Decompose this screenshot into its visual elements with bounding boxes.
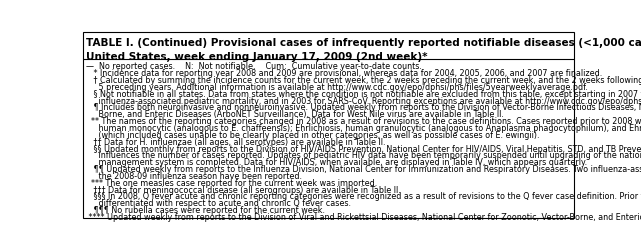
Text: * Incidence data for reporting year 2008 and 2009 are provisional, whereas data : * Incidence data for reporting year 2008… <box>86 69 603 78</box>
Text: *** The one measles case reported for the current week was imported.: *** The one measles case reported for th… <box>86 179 378 188</box>
Text: †† Data for H. influenzae (all ages, all serotypes) are available in Table II.: †† Data for H. influenzae (all ages, all… <box>86 138 386 147</box>
Text: ¶¶¶ No rubella cases were reported for the current week.: ¶¶¶ No rubella cases were reported for t… <box>86 206 325 215</box>
Text: TABLE I. (Continued) Provisional cases of infrequently reported notifiable disea: TABLE I. (Continued) Provisional cases o… <box>86 38 641 48</box>
Text: ¶¶ Updated weekly from reports to the Influenza Division, National Center for Im: ¶¶ Updated weekly from reports to the In… <box>86 165 641 174</box>
Text: ††† Data for meningococcal disease (all serogroups) are available in Table II.: ††† Data for meningococcal disease (all … <box>86 185 401 195</box>
Text: management system is completed. Data for HIV/AIDS, when available, are displayed: management system is completed. Data for… <box>86 158 587 167</box>
Text: ** The names of the reporting categories changed in 2008 as a result of revision: ** The names of the reporting categories… <box>86 117 641 126</box>
Text: United States, week ending January 17, 2009 (2nd week)*: United States, week ending January 17, 2… <box>86 52 428 62</box>
Text: differentiated with respect to acute and chronic Q fever cases.: differentiated with respect to acute and… <box>86 199 351 208</box>
Text: §§ Updated monthly from reports to the Division of HIV/AIDS Prevention, National: §§ Updated monthly from reports to the D… <box>86 144 641 154</box>
Text: Borne, and Enteric Diseases (ArboNET Surveillance). Data for West Nile virus are: Borne, and Enteric Diseases (ArboNET Sur… <box>86 110 504 119</box>
Text: §§§ In 2008, Q fever acute and chronic reporting categories were recognized as a: §§§ In 2008, Q fever acute and chronic r… <box>86 192 641 202</box>
Text: influences the number of cases reported. Updates of pediatric HIV data have been: influences the number of cases reported.… <box>86 151 641 160</box>
Text: influenza-associated pediatric mortality, and in 2003 for SARS-CoV. Reporting ex: influenza-associated pediatric mortality… <box>86 97 641 105</box>
Text: (which included cases unable to be clearly placed in other categories, as well a: (which included cases unable to be clear… <box>86 131 540 140</box>
Text: † Calculated by summing the incidence counts for the current week, the 2 weeks p: † Calculated by summing the incidence co… <box>86 76 641 85</box>
Text: —  No reported cases.    N:  Not notifiable.    Cum:  Cumulative year-to-date co: — No reported cases. N: Not notifiable. … <box>86 62 422 71</box>
Text: **** Updated weekly from reports to the Division of Viral and Rickettsial Diseas: **** Updated weekly from reports to the … <box>86 213 641 222</box>
FancyBboxPatch shape <box>83 32 574 218</box>
Text: ¶ Includes both neuroinvasive and nonneuroinvasive. Updated weekly from reports : ¶ Includes both neuroinvasive and nonneu… <box>86 103 641 112</box>
Text: the 2008-09 influenza season have been reported.: the 2008-09 influenza season have been r… <box>86 172 302 181</box>
Text: § Not notifiable in all states. Data from states where the condition is not noti: § Not notifiable in all states. Data fro… <box>86 90 641 99</box>
Text: human monocytic (analogous to E. chaffeensis); Ehrlichiosis, human granulocytic : human monocytic (analogous to E. chaffee… <box>86 124 641 133</box>
Text: 5 preceding years. Additional information is available at http://www.cdc.gov/epo: 5 preceding years. Additional informatio… <box>86 83 588 92</box>
